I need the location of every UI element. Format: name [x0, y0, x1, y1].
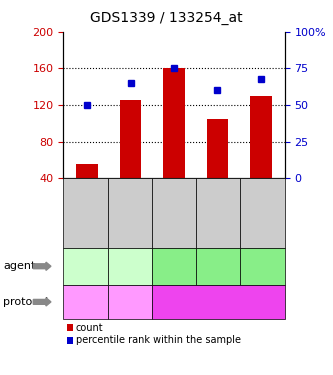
- Text: anti-TCR
+ PKCi: anti-TCR + PKCi: [204, 260, 233, 273]
- Bar: [120, 100, 142, 178]
- Text: GSM43021: GSM43021: [169, 190, 178, 236]
- Bar: [206, 119, 228, 178]
- Text: GSM43022: GSM43022: [214, 190, 223, 236]
- Text: anti-TCR: anti-TCR: [115, 263, 144, 269]
- Text: count: count: [76, 323, 104, 333]
- Text: protocol: protocol: [3, 297, 49, 307]
- Text: GSM43019: GSM43019: [81, 190, 90, 236]
- Text: untreated: untreated: [68, 263, 103, 269]
- Text: GSM43023: GSM43023: [258, 190, 267, 236]
- Text: GDS1339 / 133254_at: GDS1339 / 133254_at: [90, 11, 243, 25]
- Text: percentile rank within the sample: percentile rank within the sample: [76, 335, 241, 345]
- Text: anti-TCR
+ CsA: anti-TCR + CsA: [160, 260, 188, 273]
- Text: inhibitory: inhibitory: [198, 297, 238, 306]
- Text: GSM43020: GSM43020: [125, 190, 134, 236]
- Text: agent: agent: [3, 261, 36, 271]
- Text: stimulator
y: stimulator y: [108, 292, 151, 312]
- Bar: [163, 68, 185, 178]
- Text: mock: mock: [74, 297, 97, 306]
- Bar: [250, 96, 272, 178]
- Bar: [76, 164, 98, 178]
- Text: anti-TCR
+ Combo: anti-TCR + Combo: [246, 260, 279, 273]
